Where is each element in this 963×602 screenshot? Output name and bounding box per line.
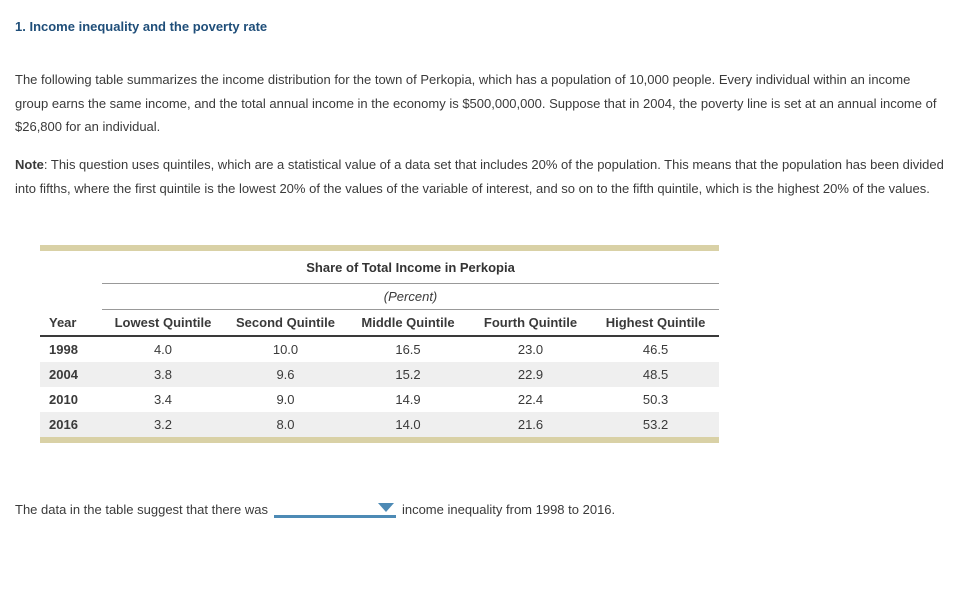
value-cell: 10.0 <box>272 342 299 357</box>
note-paragraph: Note: This question uses quintiles, whic… <box>15 153 945 200</box>
question-text-before: The data in the table suggest that there… <box>15 502 268 517</box>
year-cell: 1998 <box>49 342 78 357</box>
inequality-dropdown[interactable] <box>273 500 396 518</box>
value-cell: 21.6 <box>517 417 544 432</box>
table-row: 2004 3.8 9.6 15.2 22.9 48.5 <box>40 362 720 387</box>
value-cell: 22.9 <box>517 367 544 382</box>
table-bottom-accent-bar <box>40 437 719 443</box>
column-header-fourth-quintile: Fourth Quintile <box>469 309 592 337</box>
value-cell: 53.2 <box>642 417 669 432</box>
question-sentence: The data in the table suggest that there… <box>15 500 615 518</box>
year-cell: 2016 <box>49 417 78 432</box>
value-cell: 15.2 <box>395 367 421 382</box>
column-header-lowest-quintile: Lowest Quintile <box>102 309 224 337</box>
table-subtitle: (Percent) <box>102 283 720 310</box>
intro-paragraph: The following table summarizes the incom… <box>15 72 937 135</box>
table-title: Share of Total Income in Perkopia <box>102 251 720 284</box>
value-cell: 22.4 <box>517 392 544 407</box>
value-cell: 8.0 <box>276 417 295 432</box>
value-cell: 3.4 <box>153 392 173 407</box>
column-header-highest-quintile: Highest Quintile <box>592 309 720 337</box>
column-header-second-quintile: Second Quintile <box>224 309 347 337</box>
year-cell: 2010 <box>49 392 78 407</box>
value-cell: 9.0 <box>276 392 295 407</box>
value-cell: 3.2 <box>153 417 173 432</box>
chevron-down-icon <box>377 503 394 512</box>
table-row: 2010 3.4 9.0 14.9 22.4 50.3 <box>40 387 719 412</box>
table-top-accent-bar <box>40 245 719 251</box>
table-title-row: Share of Total Income in Perkopia <box>40 251 720 284</box>
table-corner-spacer <box>40 284 102 310</box>
income-share-table: Share of Total Income in Perkopia (Perce… <box>40 251 720 437</box>
table-corner-spacer <box>40 251 102 284</box>
table-header-row: Year Lowest Quintile Second Quintile Mid… <box>40 309 720 337</box>
value-cell: 48.5 <box>642 367 669 382</box>
value-cell: 3.8 <box>153 367 173 382</box>
year-cell: 2004 <box>49 367 78 382</box>
table-subtitle-row: (Percent) <box>40 283 720 310</box>
page-title: 1. Income inequality and the poverty rat… <box>15 19 268 34</box>
value-cell: 50.3 <box>642 392 669 407</box>
column-header-middle-quintile: Middle Quintile <box>347 309 469 337</box>
column-header-year: Year <box>40 309 102 337</box>
value-cell: 46.5 <box>642 342 669 357</box>
value-cell: 14.9 <box>395 392 421 407</box>
note-label: Note <box>15 157 44 172</box>
value-cell: 14.0 <box>395 417 421 432</box>
value-cell: 9.6 <box>276 367 295 382</box>
income-table-container: Share of Total Income in Perkopia (Perce… <box>40 245 720 443</box>
value-cell: 23.0 <box>517 342 544 357</box>
table-row: 2016 3.2 8.0 14.0 21.6 53.2 <box>40 412 720 437</box>
value-cell: 4.0 <box>153 342 173 357</box>
value-cell: 16.5 <box>395 342 421 357</box>
note-text: : This question uses quintiles, which ar… <box>15 157 944 196</box>
table-row: 1998 4.0 10.0 16.5 23.0 46.5 <box>40 336 719 362</box>
question-text-after: income inequality from 1998 to 2016. <box>401 502 616 517</box>
